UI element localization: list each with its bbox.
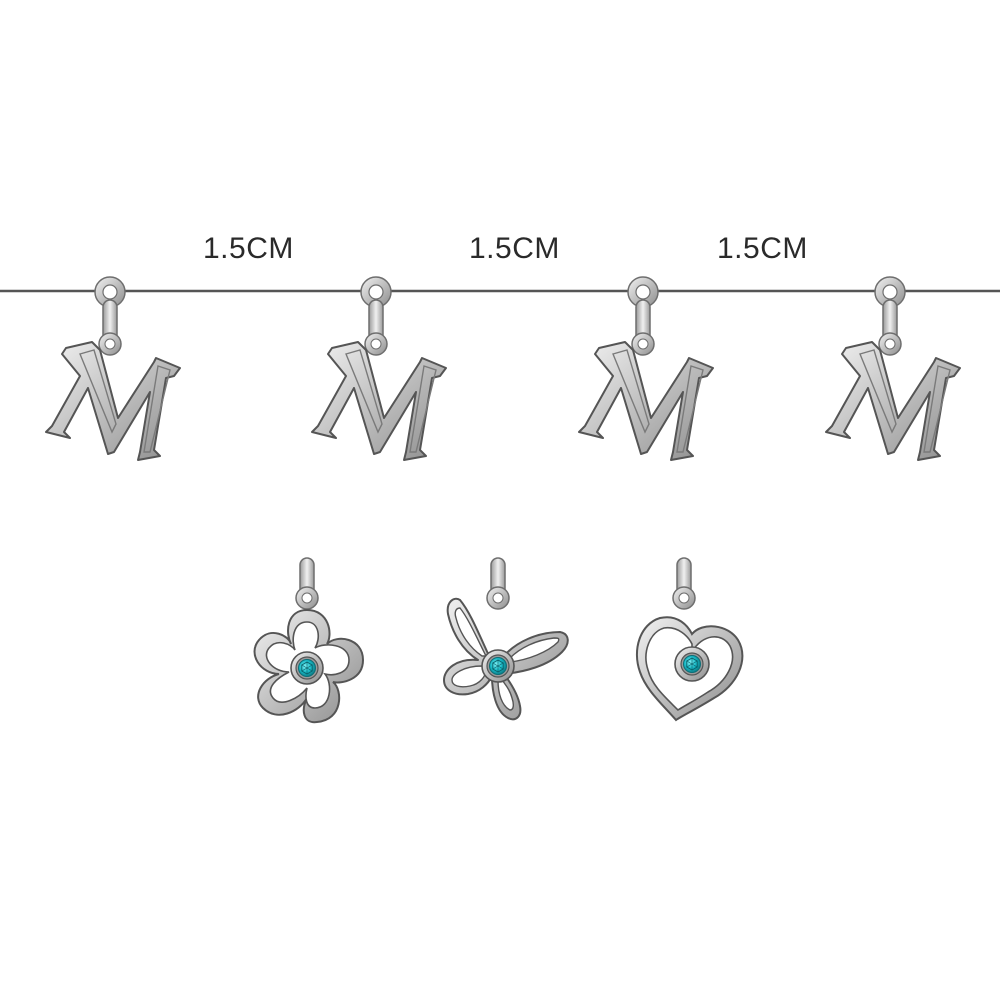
letter-m-charm-1: [45, 276, 181, 461]
flower-charm: [253, 557, 365, 724]
letter-m-charm-3: [578, 276, 714, 461]
heart-charm: [635, 557, 744, 722]
gem-icon: [486, 654, 510, 678]
spacing-label-2: 1.5CM: [469, 232, 560, 265]
butterfly-charm: [443, 557, 569, 721]
gem-icon: [680, 652, 704, 676]
heart-icon: [635, 616, 744, 722]
flower-icon: [253, 608, 365, 724]
spacing-label-3: 1.5CM: [717, 232, 808, 265]
butterfly-icon: [443, 597, 569, 721]
letter-m-charm-4: [825, 276, 961, 461]
spacing-label-1: 1.5CM: [203, 232, 294, 265]
gem-icon: [295, 656, 319, 680]
letter-m-charm-2: [311, 276, 447, 461]
